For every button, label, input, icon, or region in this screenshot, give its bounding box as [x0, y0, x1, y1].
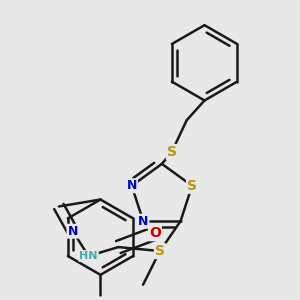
Text: S: S	[187, 179, 197, 193]
Text: HN: HN	[79, 251, 98, 261]
Text: S: S	[155, 244, 165, 258]
Text: N: N	[68, 225, 78, 238]
Text: N: N	[127, 179, 137, 192]
Text: S: S	[167, 145, 177, 159]
Text: O: O	[149, 226, 161, 240]
Text: N: N	[138, 215, 148, 228]
